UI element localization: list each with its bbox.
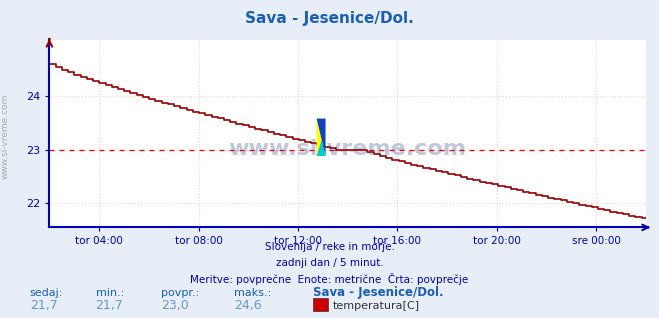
Text: Sava - Jesenice/Dol.: Sava - Jesenice/Dol. [313, 287, 444, 299]
Text: Sava - Jesenice/Dol.: Sava - Jesenice/Dol. [245, 11, 414, 26]
Text: 23,0: 23,0 [161, 299, 189, 312]
Text: 21,7: 21,7 [30, 299, 57, 312]
Polygon shape [316, 119, 326, 156]
Text: www.si-vreme.com: www.si-vreme.com [229, 139, 467, 159]
Text: Slovenija / reke in morje.: Slovenija / reke in morje. [264, 242, 395, 252]
Polygon shape [316, 140, 326, 156]
Text: sedaj:: sedaj: [30, 288, 63, 298]
Text: 21,7: 21,7 [96, 299, 123, 312]
Text: 24,6: 24,6 [234, 299, 262, 312]
Polygon shape [316, 119, 326, 156]
Text: temperatura[C]: temperatura[C] [333, 301, 420, 311]
Text: maks.:: maks.: [234, 288, 272, 298]
Text: Meritve: povprečne  Enote: metrične  Črta: povprečje: Meritve: povprečne Enote: metrične Črta:… [190, 273, 469, 285]
Text: zadnji dan / 5 minut.: zadnji dan / 5 minut. [275, 258, 384, 268]
Text: povpr.:: povpr.: [161, 288, 200, 298]
Text: www.si-vreme.com: www.si-vreme.com [1, 94, 10, 179]
Text: min.:: min.: [96, 288, 124, 298]
